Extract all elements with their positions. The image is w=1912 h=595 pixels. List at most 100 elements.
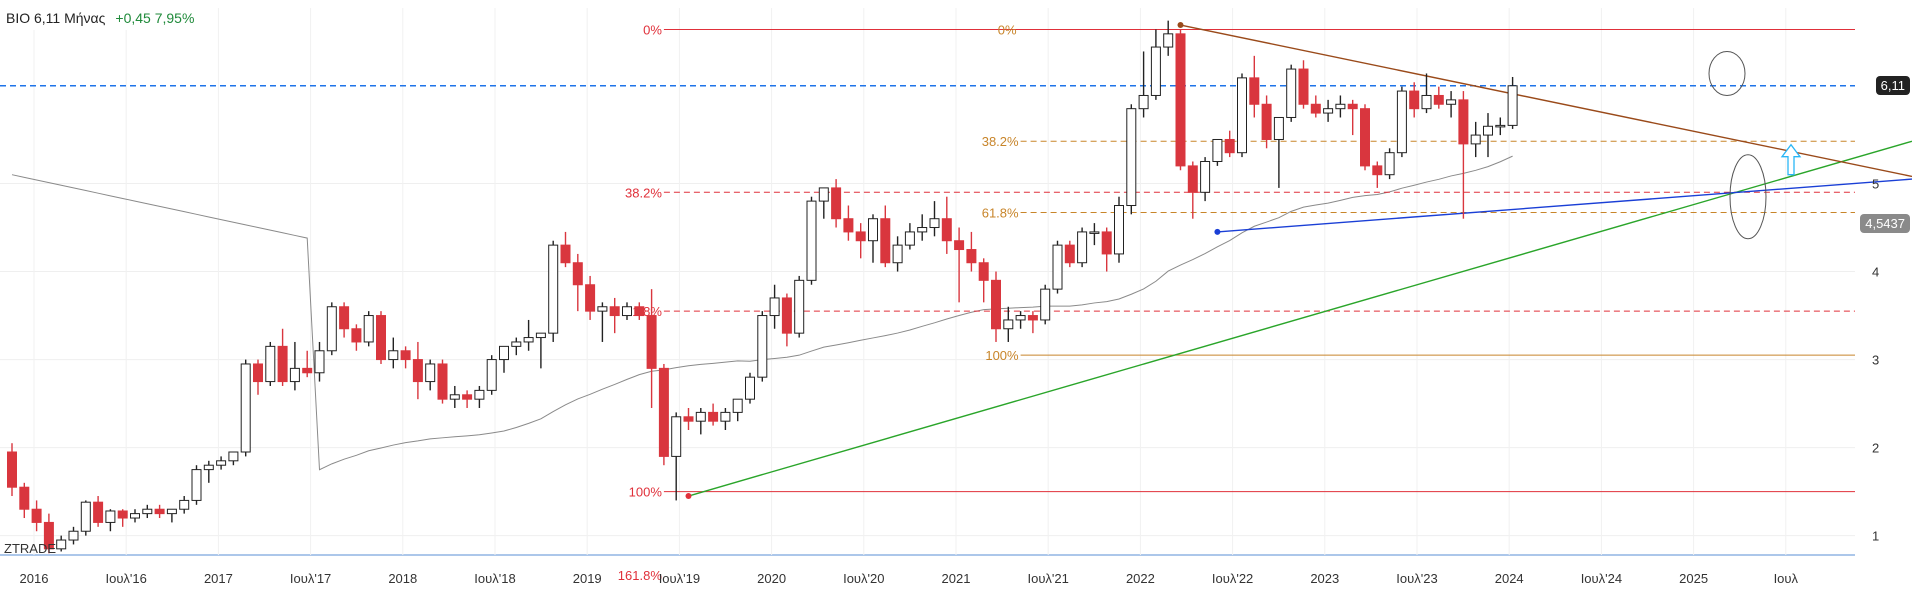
x-axis: 2016 Ιουλ'16 2017 Ιουλ'17 2018 Ιουλ'18 2019 Ιου…: [20, 571, 1799, 586]
candle-body: [560, 244, 571, 264]
candle-body: [1323, 108, 1334, 114]
y-tick-label: 4: [1872, 265, 1879, 280]
candle-body: [523, 337, 534, 343]
candle-body: [745, 376, 755, 400]
candle-body: [499, 345, 509, 361]
candle-body: [376, 315, 386, 361]
x-tick-label: 2021: [942, 571, 971, 586]
annotations: ZTRADE: [4, 22, 1802, 556]
candle-body: [609, 306, 620, 317]
candle-body: [806, 200, 817, 281]
candle-body: [880, 218, 891, 264]
candle-body: [511, 341, 522, 347]
candle-body: [781, 297, 792, 334]
highlight-circle: [1729, 154, 1767, 240]
candle-body: [1064, 244, 1075, 264]
y-tick-label: 3: [1872, 353, 1879, 368]
candle-body: [351, 328, 362, 343]
x-tick-label: Ιουλ'23: [1396, 571, 1437, 586]
candle-body: [671, 416, 682, 457]
x-tick-label: 2017: [204, 571, 233, 586]
candle-body: [1286, 68, 1297, 118]
candle-body: [1138, 94, 1149, 110]
candle-body: [1175, 33, 1186, 167]
candle-body: [1446, 99, 1457, 105]
candle-body: [868, 218, 878, 242]
candle-body: [437, 363, 448, 400]
x-tick-label: 2025: [1679, 571, 1708, 586]
candle-body: [1027, 315, 1038, 321]
candle-body: [941, 218, 952, 242]
candle-body: [1249, 77, 1260, 105]
candle-body: [917, 227, 928, 233]
candle-body: [7, 451, 17, 488]
x-tick-label: 2022: [1126, 571, 1155, 586]
candle-body: [1015, 315, 1026, 321]
x-tick-label: Ιουλ'20: [843, 571, 884, 586]
x-tick-label: 2016: [20, 571, 49, 586]
candlesticks: [7, 20, 1518, 554]
candle-body: [535, 332, 546, 339]
candle-body: [400, 350, 411, 361]
candle-body: [892, 244, 903, 264]
candle-body: [1421, 94, 1432, 110]
candle-body: [1372, 165, 1383, 176]
candle-body: [412, 359, 423, 383]
blue-trendline: [1217, 178, 1912, 233]
candle-body: [843, 218, 854, 233]
moving-average-badge: 4,5437: [1860, 213, 1910, 233]
watermark: ZTRADE: [4, 541, 56, 556]
candle-body: [634, 306, 645, 317]
candle-body: [1261, 103, 1272, 140]
x-tick-label: 2020: [757, 571, 786, 586]
candle-body: [474, 389, 485, 400]
candle-body: [904, 231, 915, 246]
candle-body: [818, 187, 829, 202]
candle-body: [277, 345, 288, 383]
candle-body: [1507, 85, 1518, 126]
candle-body: [1458, 99, 1469, 145]
candle-body: [585, 284, 596, 312]
candle-body: [769, 297, 780, 317]
candle-body: [548, 244, 559, 334]
candle-body: [449, 394, 460, 400]
x-tick-label: 2018: [388, 571, 417, 586]
candle-body: [695, 411, 706, 422]
candle-body: [31, 508, 42, 523]
candle-body: [1040, 288, 1051, 321]
candle-body: [1089, 231, 1100, 234]
candle-body: [302, 367, 313, 374]
candle-body: [1495, 124, 1506, 128]
x-tick-label: Ιουλ'21: [1027, 571, 1068, 586]
candle-body: [326, 306, 337, 352]
candle-body: [130, 513, 140, 519]
x-tick-label: 2019: [573, 571, 602, 586]
symbol-header: BIO 6,11 Μήνας +0,45 7,95%: [0, 6, 201, 30]
candle-body: [43, 521, 54, 550]
candle-body: [265, 345, 276, 383]
x-tick-label: Ιουλ'19: [659, 571, 700, 586]
x-tick-label: 2024: [1495, 571, 1524, 586]
candle-body: [1396, 90, 1407, 154]
y-tick-label: 2: [1872, 441, 1879, 456]
candle-body: [56, 539, 67, 550]
candle-body: [978, 262, 989, 281]
x-tick-label: Ιουλ: [1774, 571, 1799, 586]
candle-body: [1187, 165, 1198, 193]
symbol-label: BIO 6,11 Μήνας: [6, 10, 106, 26]
x-tick-label: Ιουλ'18: [474, 571, 515, 586]
candle-body: [105, 510, 116, 523]
y-axis: 1 2 3 4 5: [1872, 177, 1879, 544]
candle-body: [1003, 319, 1014, 330]
candle-body: [572, 262, 583, 286]
y-tick-label: 5: [1872, 177, 1879, 192]
candle-body: [154, 508, 165, 515]
candle-body: [339, 306, 350, 330]
candle-body: [388, 350, 399, 361]
candle-body: [1360, 108, 1370, 167]
candle-body: [1298, 68, 1309, 105]
pivot-dot: [1177, 22, 1184, 29]
candle-body: [757, 315, 768, 378]
candle-body: [1347, 103, 1358, 110]
